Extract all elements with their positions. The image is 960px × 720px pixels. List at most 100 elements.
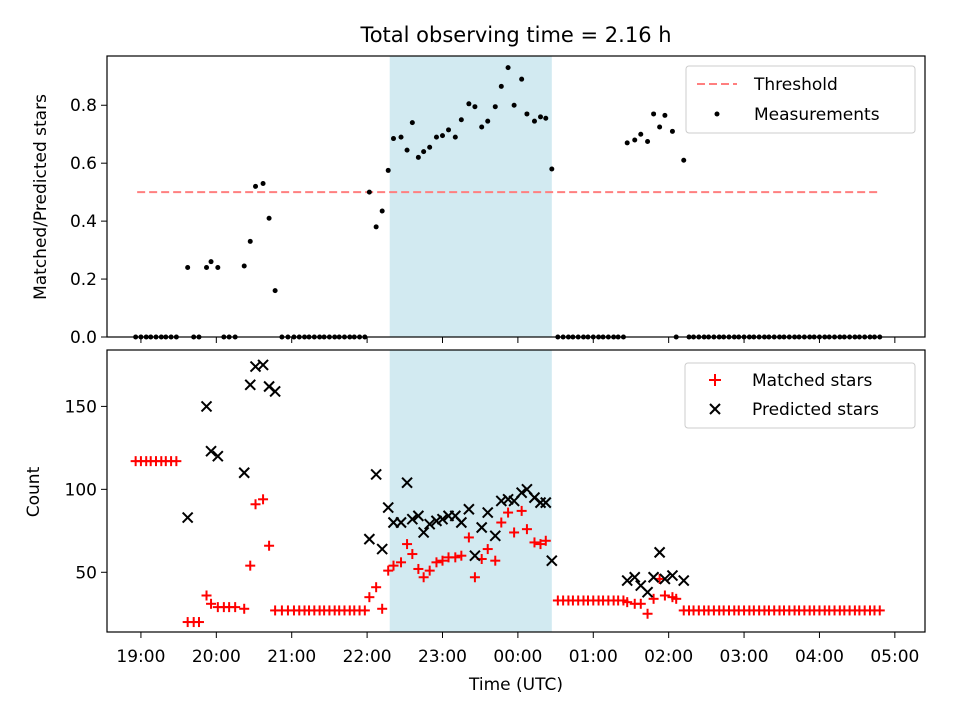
matched-point: [239, 603, 250, 614]
matched-point: [642, 608, 653, 619]
predicted-point: [395, 516, 407, 529]
predicted-point: [238, 467, 250, 479]
matched-point: [245, 560, 256, 571]
predicted-point: [469, 549, 481, 562]
bottom-ytick-label: 100: [65, 480, 97, 500]
measurement-point: [632, 137, 638, 143]
measurement-point: [651, 111, 657, 117]
predicted-point: [376, 543, 388, 555]
measurement-point: [498, 83, 504, 89]
top-legend-box: [685, 65, 916, 134]
measurement-point: [624, 140, 630, 146]
matched-point: [431, 557, 442, 568]
measurement-point: [485, 118, 491, 124]
measurement-point: [247, 238, 253, 244]
top-panel: 0.00.20.40.60.8 Matched/Predicted stars …: [31, 55, 926, 348]
predicted-point: [212, 450, 224, 462]
predicted-point: [647, 571, 660, 583]
predicted-series: [181, 359, 690, 598]
top-ytick-label: 0.4: [70, 212, 97, 232]
predicted-point: [482, 506, 494, 519]
matched-point: [371, 582, 382, 593]
bottom-xtick-label: 02:00: [644, 647, 693, 667]
measurement-point: [366, 189, 372, 195]
measurement-point: [409, 120, 415, 126]
bottom-legend-box: [684, 362, 916, 429]
top-ytick-label: 0.2: [70, 270, 97, 290]
matched-point: [456, 550, 467, 561]
matched-point: [258, 494, 269, 505]
measurement-point: [505, 65, 511, 71]
predicted-point: [406, 513, 419, 525]
legend-measurements-swatch: [714, 111, 720, 117]
legend-predicted-label: Predicted stars: [752, 400, 879, 420]
legend-measurements-label: Measurements: [754, 105, 880, 125]
predicted-point: [515, 486, 528, 499]
predicted-point: [495, 495, 508, 507]
measurement-point: [185, 264, 191, 270]
measurement-point: [439, 133, 445, 139]
matched-point: [407, 549, 418, 560]
bottom-ytick-label: 150: [65, 397, 97, 417]
matched-point: [206, 598, 217, 609]
bottom-x-axis: 19:00 20:00 21:00 22:00 23:00 00:00 01:00 02:00…: [116, 632, 919, 667]
measurement-point: [241, 263, 247, 269]
matched-point: [201, 590, 212, 601]
bottom-xtick-label: 00:00: [493, 647, 542, 667]
bottom-xtick-label: 05:00: [870, 647, 919, 667]
predicted-point: [678, 574, 690, 587]
measurement-point: [253, 183, 259, 189]
legend-threshold-label: Threshold: [753, 75, 838, 95]
matched-point: [193, 617, 204, 628]
measurement-point: [433, 134, 439, 140]
measurement-point: [549, 166, 555, 172]
predicted-point: [412, 510, 425, 522]
measurement-point: [538, 114, 544, 120]
measurement-point: [204, 264, 210, 270]
bottom-xlabel: Time (UTC): [468, 675, 563, 695]
measurement-point: [452, 134, 458, 140]
measurement-point: [519, 76, 525, 82]
matched-point: [540, 535, 551, 546]
matched-point: [648, 593, 659, 604]
matched-point: [364, 592, 375, 603]
matched-point: [509, 527, 520, 538]
measurement-point: [266, 215, 272, 221]
predicted-point: [269, 385, 281, 398]
top-ytick-label: 0.0: [70, 328, 97, 348]
predicted-point: [659, 573, 671, 585]
measurement-point: [398, 134, 404, 140]
measurement-point: [638, 131, 644, 137]
predicted-point: [455, 516, 468, 529]
predicted-point: [641, 586, 654, 598]
measurement-point: [272, 288, 278, 294]
measurement-point: [215, 264, 221, 270]
top-plot-frame: [106, 55, 926, 338]
matched-point: [496, 517, 507, 528]
measurement-point: [543, 115, 549, 121]
predicted-point: [244, 379, 256, 391]
matched-point: [535, 539, 546, 550]
chart-title: Total observing time = 2.16 h: [359, 23, 671, 47]
matched-point: [450, 552, 461, 563]
predicted-point: [370, 468, 382, 481]
measurement-point: [415, 154, 421, 160]
legend-predicted-swatch: [709, 403, 721, 415]
predicted-point: [382, 501, 394, 514]
matched-point: [490, 555, 501, 566]
bottom-xtick-label: 04:00: [795, 647, 844, 667]
measurement-point: [645, 138, 651, 144]
legend-matched-swatch: [709, 374, 721, 386]
measurement-point: [385, 167, 391, 173]
measurement-point: [427, 144, 433, 150]
matched-point: [503, 507, 514, 518]
measurement-point: [472, 104, 478, 110]
top-legend: Threshold Measurements: [685, 65, 916, 134]
measurement-point: [390, 136, 396, 142]
measurement-point: [208, 259, 214, 265]
predicted-point: [205, 445, 217, 457]
matched-point: [874, 605, 885, 616]
bottom-plot-frame: [106, 349, 926, 633]
top-y-axis: 0.0 0.2 0.4 0.6 0.8: [70, 96, 107, 348]
